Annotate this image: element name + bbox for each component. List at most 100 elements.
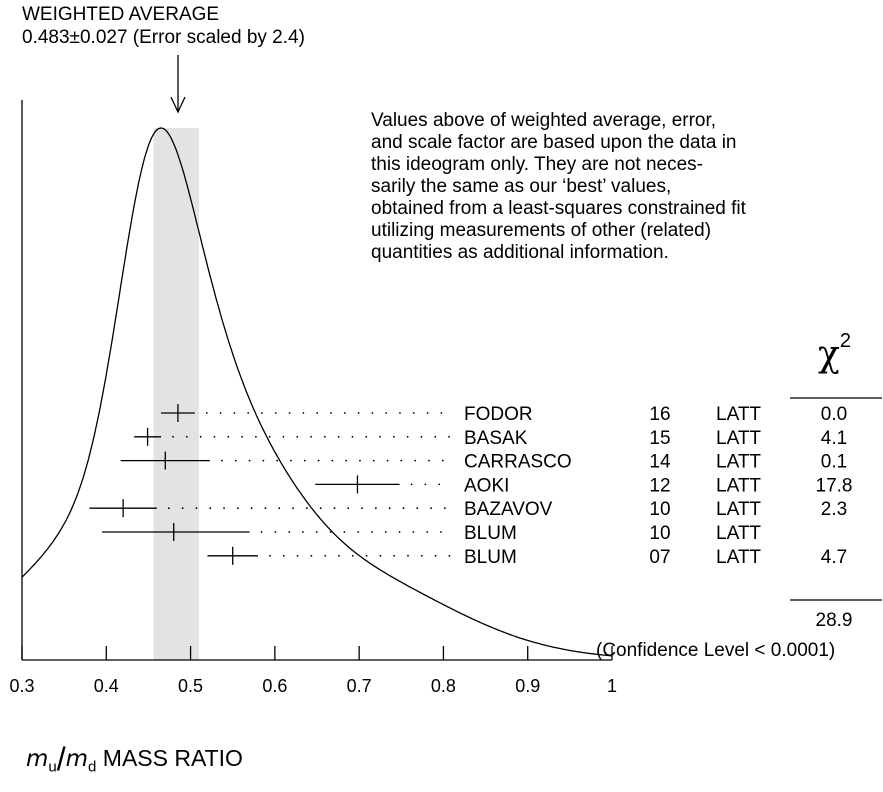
leader-dot	[185, 435, 188, 438]
year-label: 10	[649, 523, 670, 544]
measurement-row: BLUM 10 LATT	[102, 523, 761, 544]
chi2-value: 17.8	[816, 475, 853, 496]
leader-dot	[302, 412, 305, 414]
avg-arrow-head	[170, 96, 186, 114]
leader-dot	[345, 459, 348, 462]
measurement-row: FODOR 16 LATT 0.0	[161, 404, 847, 425]
explanatory-note: Values above of weighted average, error,…	[371, 110, 746, 263]
x-tick-label: 0.6	[262, 676, 287, 696]
xlabel-denominator: m	[65, 746, 89, 772]
xlabel-numerator-sub: u	[48, 758, 57, 776]
leader-dot	[278, 507, 281, 510]
leader-dot	[296, 554, 299, 557]
leader-dot	[274, 531, 277, 533]
leader-dot	[426, 531, 429, 533]
technique-label: LATT	[716, 452, 761, 473]
xlabel-slash: /	[56, 741, 66, 777]
leader-dot	[282, 435, 285, 438]
leader-dot	[213, 435, 216, 438]
chi2-exponent: 2	[839, 330, 851, 352]
leader-dot	[310, 435, 312, 438]
leader-dot	[310, 554, 313, 557]
leader-dot	[416, 507, 419, 510]
x-axis-ticks: 0.3 0.4 0.5 0.6 0.7 0.8 0.9 1	[9, 646, 617, 696]
leader-dot	[241, 435, 243, 438]
leader-dot	[343, 412, 346, 414]
chi2-value: 4.7	[821, 547, 847, 568]
leader-dot	[424, 483, 427, 486]
x-tick-label: 1	[607, 676, 617, 696]
leader-dot	[440, 531, 442, 533]
technique-label: LATT	[716, 475, 761, 496]
leader-dot	[290, 459, 292, 462]
confidence-level: (Confidence Level < 0.0001)	[596, 640, 836, 661]
leader-dot	[420, 435, 423, 438]
leader-dot	[205, 412, 208, 414]
year-label: 15	[649, 428, 670, 449]
leader-dot	[269, 554, 271, 557]
leader-dot	[410, 483, 413, 486]
leader-dot	[250, 507, 253, 510]
leader-dot	[448, 435, 450, 438]
x-tick-label: 0.7	[347, 676, 372, 696]
leader-dot	[412, 412, 415, 414]
leader-dot	[400, 459, 403, 462]
leader-dot	[288, 412, 291, 414]
author-label: BLUM	[464, 547, 517, 568]
leader-dot	[420, 554, 423, 557]
chi2-symbol: χ	[818, 334, 840, 375]
leader-dot	[199, 435, 202, 438]
leader-dot	[438, 483, 441, 486]
chi2-value: 0.1	[821, 452, 847, 473]
leader-dot	[330, 412, 332, 414]
x-axis-label: mu/md MASS RATIO	[26, 740, 243, 783]
year-label: 07	[649, 547, 670, 568]
leader-dot	[402, 507, 405, 510]
leader-dot	[317, 459, 320, 462]
x-tick-label: 0.8	[431, 676, 456, 696]
leader-dot	[303, 459, 306, 462]
leader-dot	[434, 554, 437, 557]
measurement-row: BAZAVOV 10 LATT 2.3	[89, 499, 847, 520]
leader-dot	[236, 507, 239, 510]
leader-dot	[219, 412, 222, 414]
x-tick-label: 0.9	[515, 676, 540, 696]
leader-dot	[223, 507, 225, 510]
author-label: FODOR	[464, 404, 533, 425]
leader-dot	[333, 507, 336, 510]
technique-label: LATT	[716, 547, 761, 568]
leader-dot	[316, 412, 319, 414]
leader-dot	[329, 531, 332, 533]
leader-dot	[399, 412, 401, 414]
leader-dot	[248, 459, 251, 462]
leader-dot	[393, 554, 396, 557]
weighted-average-band	[153, 128, 199, 660]
leader-dot	[337, 435, 340, 438]
technique-label: LATT	[716, 428, 761, 449]
measurement-row: BASAK 15 LATT 4.1	[134, 427, 847, 449]
xlabel-suffix: MASS RATIO	[102, 745, 243, 771]
author-label: BLUM	[464, 523, 517, 544]
leader-dot	[276, 459, 279, 462]
leader-dot	[268, 435, 271, 438]
leader-dot	[351, 554, 354, 557]
leader-dot	[365, 435, 368, 438]
leader-dot	[324, 554, 327, 557]
measurement-row: BLUM 07 LATT 4.7	[207, 546, 847, 568]
year-label: 16	[649, 404, 670, 425]
xlabel-denominator-sub: d	[88, 758, 97, 776]
leader-dot	[412, 531, 415, 533]
leader-dot	[365, 554, 368, 557]
leader-dot	[209, 507, 212, 510]
leader-dot	[440, 412, 443, 414]
leader-dot	[414, 459, 417, 462]
leader-dot	[261, 412, 263, 414]
leader-dot	[254, 435, 257, 438]
ideogram-curve	[21, 127, 613, 657]
leader-dot	[434, 435, 437, 438]
leader-dot	[331, 459, 334, 462]
leader-dot	[323, 435, 326, 438]
author-label: BASAK	[464, 428, 528, 449]
xlabel-numerator: m	[26, 746, 49, 772]
leader-dot	[234, 459, 237, 462]
